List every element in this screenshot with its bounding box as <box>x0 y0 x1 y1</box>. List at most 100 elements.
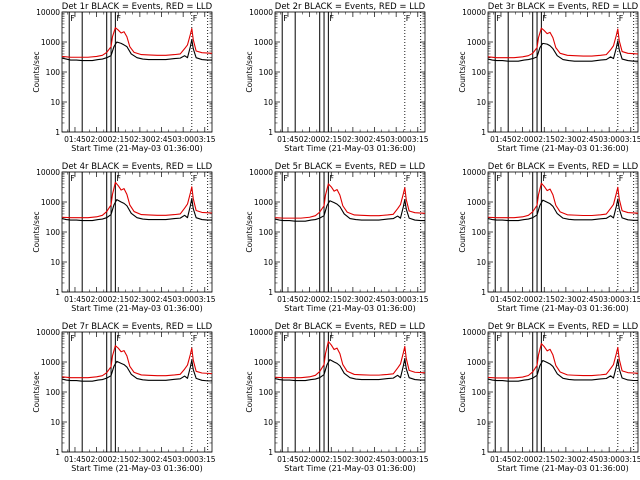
x-tick-label: 03:00 <box>385 295 407 304</box>
y-tick-label: 1 <box>55 448 60 457</box>
bracket-label: F <box>619 334 624 343</box>
bracket-label: F <box>116 14 121 23</box>
y-tick-label: 10000 <box>36 8 60 17</box>
lld-series-line <box>274 183 426 219</box>
x-axis-label: Start Time (21-May-03 01:36:00) <box>284 304 415 313</box>
chart-panel-9: Det 9r BLACK = Events, RED = LLD 1 10 100 10… <box>458 322 640 473</box>
x-tick-label: 02:30 <box>342 295 364 304</box>
x-tick-label: 02:15 <box>533 295 555 304</box>
x-tick-label: 02:00 <box>512 135 534 144</box>
y-axis-label: Counts/sec <box>458 211 467 252</box>
x-axis-label: Start Time (21-May-03 01:36:00) <box>284 144 415 153</box>
y-axis-label: Counts/sec <box>245 211 254 252</box>
x-tick-label: 02:45 <box>577 295 599 304</box>
lld-series-line <box>487 343 639 379</box>
events-series-line <box>487 358 638 382</box>
x-tick-label: 02:15 <box>107 135 129 144</box>
x-tick-label: 02:45 <box>151 295 173 304</box>
bracket-label: F <box>283 334 288 343</box>
events-series-line <box>61 39 212 62</box>
chart-title: Det 9r BLACK = Events, RED = LLD <box>488 322 639 332</box>
y-tick-label: 100 <box>46 228 61 237</box>
bracket-label: F <box>619 174 624 183</box>
x-axis-label: Start Time (21-May-03 01:36:00) <box>71 304 202 313</box>
x-tick-label: 02:45 <box>577 455 599 464</box>
y-tick-label: 10 <box>50 258 60 267</box>
y-tick-label: 10000 <box>36 328 60 337</box>
x-tick-label: 03:15 <box>194 455 216 464</box>
y-tick-label: 1000 <box>467 198 486 207</box>
bracket-label: F <box>619 14 624 23</box>
x-tick-label: 02:30 <box>555 135 577 144</box>
y-axis-label: Counts/sec <box>245 371 254 412</box>
x-axis-label: Start Time (21-May-03 01:36:00) <box>284 464 415 473</box>
chart-title: Det 7r BLACK = Events, RED = LLD <box>62 322 213 332</box>
x-tick-label: 02:15 <box>533 455 555 464</box>
x-tick-label: 02:15 <box>533 135 555 144</box>
x-tick-label: 02:45 <box>151 135 173 144</box>
y-tick-label: 1000 <box>41 358 60 367</box>
chart-panel-7: Det 7r BLACK = Events, RED = LLD 1 10 100 10… <box>32 322 216 473</box>
y-tick-label: 100 <box>259 388 274 397</box>
bracket-label: F <box>542 174 547 183</box>
x-tick-label: 02:30 <box>129 135 151 144</box>
y-tick-label: 10000 <box>36 168 60 177</box>
chart-title: Det 2r BLACK = Events, RED = LLD <box>275 2 426 12</box>
x-tick-label: 02:00 <box>86 135 108 144</box>
chart-panel-1: Det 1r BLACK = Events, RED = LLD 1 10 100 10… <box>32 2 216 153</box>
events-series-line <box>487 40 638 62</box>
y-tick-label: 100 <box>259 228 274 237</box>
chart-panel-4: Det 4r BLACK = Events, RED = LLD 1 10 100 10… <box>32 162 216 313</box>
y-tick-label: 1 <box>55 128 60 137</box>
chart-title: Det 8r BLACK = Events, RED = LLD <box>275 322 426 332</box>
y-tick-label: 1000 <box>467 38 486 47</box>
x-tick-label: 02:00 <box>512 455 534 464</box>
x-tick-label: 02:00 <box>512 295 534 304</box>
lld-series-line <box>61 27 213 58</box>
events-series-line <box>274 358 425 382</box>
y-axis-label: Counts/sec <box>245 51 254 92</box>
lld-series-line <box>61 181 213 219</box>
bracket-label: F <box>496 334 501 343</box>
bracket-label: F <box>116 334 121 343</box>
x-tick-label: 02:45 <box>577 135 599 144</box>
x-tick-label: 01:45 <box>64 295 86 304</box>
lld-series-line <box>487 182 639 219</box>
bracket-label: F <box>542 334 547 343</box>
x-tick-label: 02:15 <box>320 455 342 464</box>
bracket-label: F <box>496 174 501 183</box>
y-tick-label: 100 <box>46 388 61 397</box>
x-tick-label: 03:15 <box>407 295 429 304</box>
y-tick-label: 1 <box>268 128 273 137</box>
bracket-label: F <box>406 334 411 343</box>
chart-title: Det 5r BLACK = Events, RED = LLD <box>275 162 426 172</box>
x-tick-label: 03:00 <box>172 455 194 464</box>
y-tick-label: 1 <box>268 448 273 457</box>
x-tick-label: 01:45 <box>277 135 299 144</box>
x-tick-label: 02:00 <box>299 455 321 464</box>
y-axis-label: Counts/sec <box>32 51 41 92</box>
bracket-label: F <box>329 334 334 343</box>
x-tick-label: 03:00 <box>172 295 194 304</box>
x-tick-label: 03:00 <box>385 135 407 144</box>
x-tick-label: 03:15 <box>407 135 429 144</box>
x-tick-label: 02:45 <box>364 135 386 144</box>
y-tick-label: 1000 <box>41 198 60 207</box>
y-tick-label: 1000 <box>467 358 486 367</box>
x-axis-label: Start Time (21-May-03 01:36:00) <box>71 144 202 153</box>
bracket-label: F <box>406 14 411 23</box>
x-tick-label: 03:00 <box>598 455 620 464</box>
events-series-line <box>61 359 212 382</box>
x-tick-label: 02:00 <box>86 455 108 464</box>
chart-panel-5: Det 5r BLACK = Events, RED = LLD 1 10 100 10… <box>245 162 429 313</box>
x-tick-label: 03:00 <box>172 135 194 144</box>
y-tick-label: 10 <box>263 418 273 427</box>
bracket-label: F <box>70 14 75 23</box>
x-tick-label: 02:30 <box>342 135 364 144</box>
lld-series-line <box>487 27 639 59</box>
x-tick-label: 02:45 <box>364 295 386 304</box>
y-axis-label: Counts/sec <box>32 371 41 412</box>
y-tick-label: 1 <box>481 448 486 457</box>
y-tick-label: 1000 <box>254 38 273 47</box>
y-tick-label: 10000 <box>249 328 273 337</box>
